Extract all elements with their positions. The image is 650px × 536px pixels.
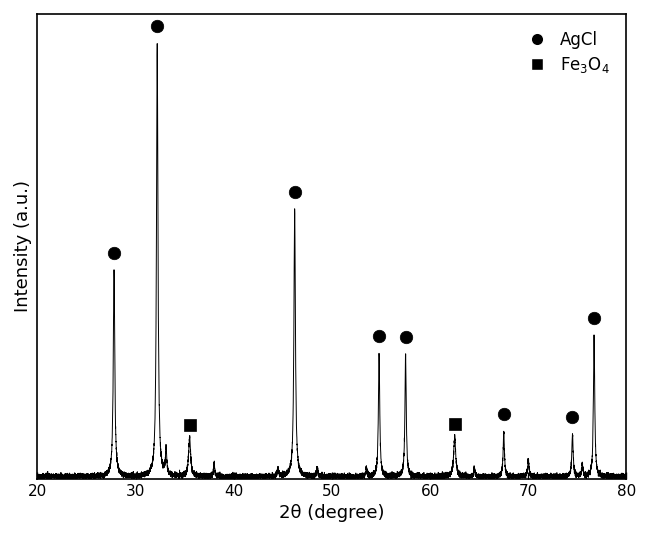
Legend: AgCl, Fe$_3$O$_4$: AgCl, Fe$_3$O$_4$ xyxy=(512,22,618,84)
Y-axis label: Intensity (a.u.): Intensity (a.u.) xyxy=(14,180,32,312)
X-axis label: 2θ (degree): 2θ (degree) xyxy=(280,504,385,522)
